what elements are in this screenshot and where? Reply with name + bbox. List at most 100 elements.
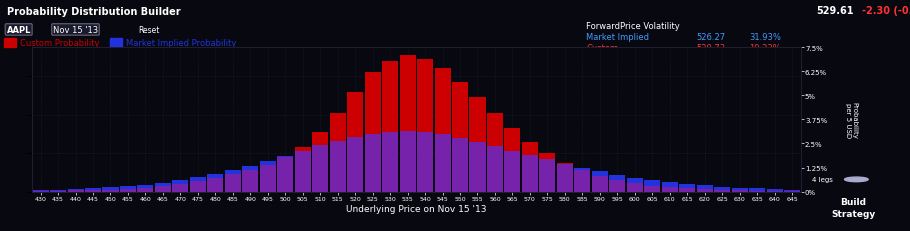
- Bar: [33, 191, 48, 192]
- Bar: [137, 188, 154, 192]
- Bar: [225, 170, 241, 174]
- Bar: [312, 132, 329, 146]
- Bar: [67, 191, 84, 192]
- Bar: [67, 189, 84, 191]
- Bar: [137, 185, 154, 188]
- Bar: [242, 171, 258, 192]
- Bar: [278, 156, 293, 157]
- Text: -2.30 (-0.43%): -2.30 (-0.43%): [863, 6, 910, 16]
- Text: Custom: Custom: [586, 44, 619, 53]
- Bar: [417, 60, 433, 132]
- Bar: [417, 132, 433, 192]
- Y-axis label: Probability
per 5 USD: Probability per 5 USD: [844, 102, 858, 138]
- Bar: [4, 39, 16, 48]
- Text: Custom Probability: Custom Probability: [20, 39, 100, 48]
- Bar: [172, 184, 188, 192]
- Bar: [120, 186, 136, 189]
- Bar: [155, 186, 171, 192]
- Bar: [452, 82, 468, 138]
- Bar: [644, 186, 661, 192]
- Text: ForwardPrice Volatility: ForwardPrice Volatility: [586, 22, 680, 31]
- Bar: [120, 189, 136, 192]
- Bar: [207, 178, 223, 192]
- Bar: [259, 165, 276, 192]
- Text: Market Implied Probability: Market Implied Probability: [126, 39, 237, 48]
- Bar: [190, 181, 206, 192]
- Bar: [592, 172, 608, 176]
- Bar: [732, 190, 748, 192]
- Bar: [592, 176, 608, 192]
- X-axis label: Underlying Price on Nov 15 '13: Underlying Price on Nov 15 '13: [346, 204, 487, 213]
- Bar: [610, 175, 625, 180]
- Bar: [644, 180, 661, 186]
- Bar: [679, 189, 695, 192]
- Text: Reset: Reset: [138, 26, 160, 35]
- Text: Nov 15 '13: Nov 15 '13: [53, 26, 98, 35]
- Bar: [521, 142, 538, 155]
- Bar: [627, 178, 642, 183]
- Bar: [434, 135, 450, 192]
- Bar: [347, 92, 363, 137]
- Text: Market Implied: Market Implied: [586, 33, 650, 42]
- Bar: [85, 188, 101, 190]
- Bar: [697, 189, 713, 192]
- Bar: [312, 146, 329, 192]
- Bar: [259, 161, 276, 165]
- Bar: [50, 191, 66, 192]
- Text: AAPL: AAPL: [6, 26, 31, 35]
- Bar: [452, 138, 468, 192]
- Bar: [50, 190, 66, 191]
- Bar: [329, 141, 346, 192]
- Text: 520.73: 520.73: [696, 44, 725, 53]
- Bar: [487, 113, 503, 146]
- Bar: [347, 137, 363, 192]
- Bar: [749, 189, 765, 191]
- Text: 31.93%: 31.93%: [749, 33, 781, 42]
- Bar: [540, 160, 555, 192]
- Bar: [365, 134, 380, 192]
- Bar: [487, 146, 503, 192]
- Bar: [295, 148, 311, 151]
- Bar: [399, 56, 416, 131]
- Bar: [504, 151, 521, 192]
- Bar: [103, 190, 118, 192]
- Bar: [399, 131, 416, 192]
- Text: 19.23%: 19.23%: [749, 44, 781, 53]
- Text: 529.61: 529.61: [816, 6, 854, 16]
- Bar: [732, 188, 748, 190]
- Bar: [662, 188, 678, 192]
- Bar: [103, 188, 118, 190]
- Bar: [557, 163, 573, 164]
- Bar: [714, 187, 730, 190]
- Bar: [766, 189, 783, 191]
- Bar: [470, 98, 486, 142]
- Bar: [85, 190, 101, 192]
- Bar: [110, 39, 122, 48]
- Bar: [610, 180, 625, 192]
- Bar: [574, 171, 591, 192]
- Bar: [155, 183, 171, 186]
- Bar: [242, 166, 258, 171]
- Text: Build
Strategy: Build Strategy: [832, 197, 875, 218]
- Bar: [172, 180, 188, 184]
- Bar: [207, 174, 223, 178]
- Bar: [574, 168, 591, 171]
- Text: 526.27: 526.27: [696, 33, 725, 42]
- Bar: [225, 174, 241, 192]
- Bar: [749, 191, 765, 192]
- Bar: [365, 73, 380, 134]
- Bar: [557, 164, 573, 192]
- Bar: [33, 190, 48, 191]
- Bar: [295, 151, 311, 192]
- Bar: [278, 157, 293, 192]
- Bar: [697, 185, 713, 189]
- Bar: [329, 113, 346, 141]
- Bar: [627, 183, 642, 192]
- Bar: [766, 191, 783, 192]
- Bar: [504, 128, 521, 151]
- Circle shape: [844, 177, 868, 182]
- Bar: [540, 153, 555, 160]
- Text: 4 legs: 4 legs: [813, 177, 834, 182]
- Bar: [434, 69, 450, 135]
- Bar: [784, 190, 800, 191]
